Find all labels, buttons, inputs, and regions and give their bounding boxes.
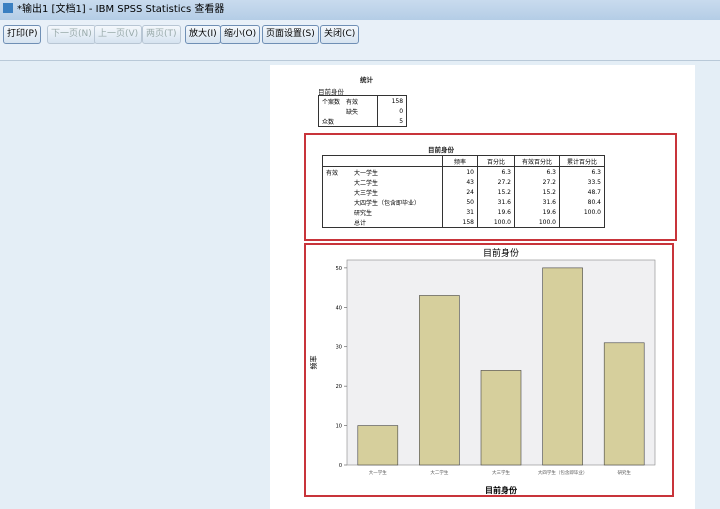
freq-cell: 100.0 (514, 217, 560, 228)
x-tick-label: 大三学生 (492, 469, 510, 476)
toolbar-button-5[interactable]: 缩小(O) (220, 25, 261, 44)
x-tick-label: 大四学生（包含即毕业） (538, 469, 588, 476)
y-tick-label: 30 (336, 345, 342, 351)
stats-title: 统计 (360, 76, 373, 84)
freq-cell: 33.5 (559, 177, 605, 187)
frequency-table: 频率 百分比 有效百分比 累计百分比 有效 大一学生 10 6.3 6.3 6.3 大二学生 43 27… (322, 155, 605, 228)
freq-cell: 6.3 (514, 166, 560, 177)
bar-chart: 目前身份 0 10 20 30 40 50 大一学生 大二学生 大三学生 大四学生（包含即毕业） 研究… (309, 247, 656, 495)
freq-header: 百分比 (477, 155, 515, 167)
x-tick-label: 大二学生 (430, 469, 448, 476)
freq-cell: 31.6 (514, 197, 560, 207)
freq-cell: 80.4 (559, 197, 605, 207)
freq-header: 频率 (442, 155, 478, 167)
freq-cell: 24 (442, 187, 478, 197)
stats-subtitle: 目前身份 (318, 88, 344, 96)
toolbar-button-3[interactable]: 两页(T) (142, 25, 181, 44)
freq-cell: 6.3 (559, 166, 605, 177)
freq-cell: 大二学生 (354, 179, 379, 187)
y-tick-label: 20 (336, 384, 342, 390)
freq-cell: 19.6 (514, 207, 560, 217)
bar (542, 267, 583, 466)
freq-cell: 27.2 (514, 177, 560, 187)
bar (419, 295, 460, 466)
title-bar: *输出1 [文档1] - IBM SPSS Statistics 查看器 (0, 0, 720, 20)
freq-cell: 有效 (326, 169, 339, 177)
freq-cell: 大四学生（包含即毕业） (354, 199, 421, 207)
stats-cell: 缺失 (346, 108, 359, 116)
freq-cell: 15.2 (514, 187, 560, 197)
freq-cell: 研究生 (354, 209, 373, 217)
stats-cell (319, 106, 344, 116)
stats-cell: 158 (377, 95, 407, 106)
freq-cell: 19.6 (477, 207, 515, 217)
stats-cell (343, 116, 378, 127)
y-tick-label: 50 (336, 266, 342, 272)
toolbar-button-0[interactable]: 打印(P) (3, 25, 42, 44)
freq-cell: 总计 (354, 219, 367, 227)
bar (603, 342, 645, 466)
chart-title: 目前身份 (483, 247, 519, 259)
stats-cell: 0 (377, 106, 407, 116)
toolbar-button-7[interactable]: 关闭(C) (320, 25, 360, 44)
toolbar-button-4[interactable]: 放大(I) (185, 25, 221, 44)
freq-cell: 27.2 (477, 177, 515, 187)
freq-cell: 31 (442, 207, 478, 217)
y-tick-label: 10 (336, 424, 342, 430)
freq-cell: 31.6 (477, 197, 515, 207)
window-title: *输出1 [文档1] - IBM SPSS Statistics 查看器 (17, 4, 225, 15)
toolbar-button-2[interactable]: 上一页(V) (94, 25, 143, 44)
freq-header (351, 155, 443, 167)
y-tick-label: 0 (339, 463, 342, 469)
app-icon (3, 3, 13, 13)
toolbar-button-6[interactable]: 页面设置(S) (262, 25, 319, 44)
highlight-box-table (304, 133, 677, 241)
stats-cell: 个案数 (322, 98, 341, 106)
stats-cell: 众数 (322, 118, 335, 126)
stats-cell: 5 (377, 116, 407, 127)
freq-cell: 15.2 (477, 187, 515, 197)
freq-cell: 10 (442, 166, 478, 177)
freq-cell: 43 (442, 177, 478, 187)
stats-cell: 有效 (346, 98, 359, 106)
stats-table: 个案数 有效 158 缺失 0 众数 5 (318, 95, 408, 127)
y-axis-label: 频率 (309, 356, 318, 370)
freq-cell (559, 217, 605, 228)
highlight-box-chart (304, 243, 674, 497)
freq-cell: 100.0 (559, 207, 605, 217)
bar (357, 425, 399, 466)
toolbar-button-1[interactable]: 下一页(N) (47, 25, 96, 44)
freq-header: 有效百分比 (514, 155, 560, 167)
freq-title: 目前身份 (428, 146, 454, 154)
freq-cell: 100.0 (477, 217, 515, 228)
freq-header: 累计百分比 (559, 155, 605, 167)
x-tick-label: 大一学生 (369, 469, 387, 476)
freq-cell: 48.7 (559, 187, 605, 197)
x-axis-label: 目前身份 (485, 485, 518, 495)
freq-cell: 6.3 (477, 166, 515, 177)
freq-cell: 大三学生 (354, 189, 379, 197)
print-preview-page: 统计 目前身份 个案数 有效 158 缺失 0 众数 5 目前身份 频率 百分比 有效百分比 累计… (270, 65, 695, 509)
freq-cell: 大一学生 (354, 169, 379, 177)
x-tick-label: 研究生 (617, 469, 631, 476)
y-tick-label: 40 (336, 305, 342, 311)
freq-header (322, 155, 351, 167)
toolbar: 打印(P) 下一页(N) 上一页(V) 两页(T) 放大(I) 缩小(O) 页面设置(S) 关… (0, 20, 720, 61)
freq-cell: 50 (442, 197, 478, 207)
bar (480, 370, 522, 466)
freq-cell: 158 (442, 217, 478, 228)
